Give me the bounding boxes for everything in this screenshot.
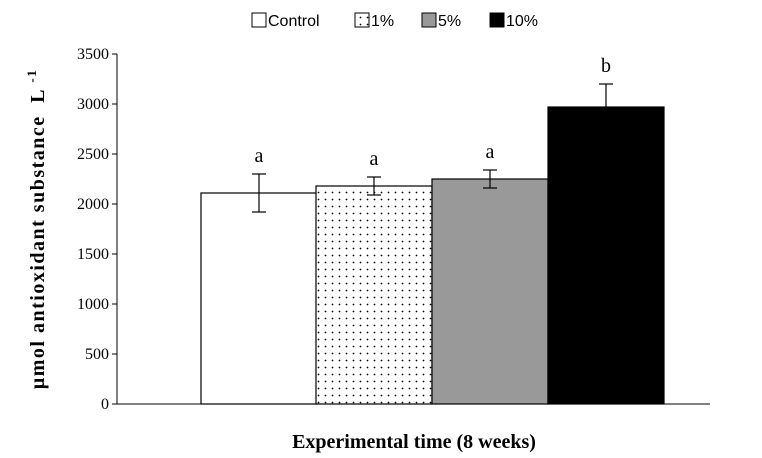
y-axis-title-text: µmol antioxidant substance	[27, 115, 49, 389]
significance-letter: b	[601, 55, 611, 77]
legend: Control 1% 5% 10%	[251, 12, 538, 30]
y-axis-title: µmol antioxidant substance L -1	[24, 69, 49, 390]
legend-swatch	[354, 12, 370, 28]
legend-swatch	[421, 12, 437, 28]
significance-letter: a	[486, 141, 495, 163]
bar-control	[200, 192, 318, 405]
error-bar	[367, 176, 381, 196]
legend-swatch	[489, 12, 505, 28]
y-axis: 0 500 1000 1500 2000 2500 3000 3500	[77, 46, 118, 413]
legend-label: 5%	[438, 13, 461, 30]
error-bar	[483, 169, 497, 189]
y-tick-label: 1500	[77, 246, 109, 263]
y-tick-label: 3500	[77, 46, 109, 63]
y-tick-label: 500	[85, 346, 109, 363]
y-tick-label: 2500	[77, 146, 109, 163]
bar-1pct	[315, 185, 433, 405]
y-tick-label: 3000	[77, 96, 109, 113]
y-tick-label: 1000	[77, 296, 109, 313]
significance-letter: a	[255, 145, 264, 167]
y-tick-label: 0	[101, 396, 109, 413]
x-axis-title: Experimental time (8 weeks)	[292, 431, 536, 453]
legend-label: 10%	[506, 13, 538, 30]
error-bar	[252, 173, 266, 213]
bar-5pct	[431, 178, 549, 405]
significance-letter: a	[370, 148, 379, 170]
y-axis-unit: L	[27, 89, 49, 103]
bar-10pct	[547, 106, 665, 405]
legend-label: Control	[268, 13, 320, 30]
legend-swatch	[251, 12, 267, 28]
y-tick-label: 2000	[77, 196, 109, 213]
y-axis-unit-exponent: -1	[24, 69, 39, 83]
bars: a a a b	[200, 55, 665, 405]
error-bar	[599, 83, 613, 131]
legend-label: 1%	[371, 13, 394, 30]
